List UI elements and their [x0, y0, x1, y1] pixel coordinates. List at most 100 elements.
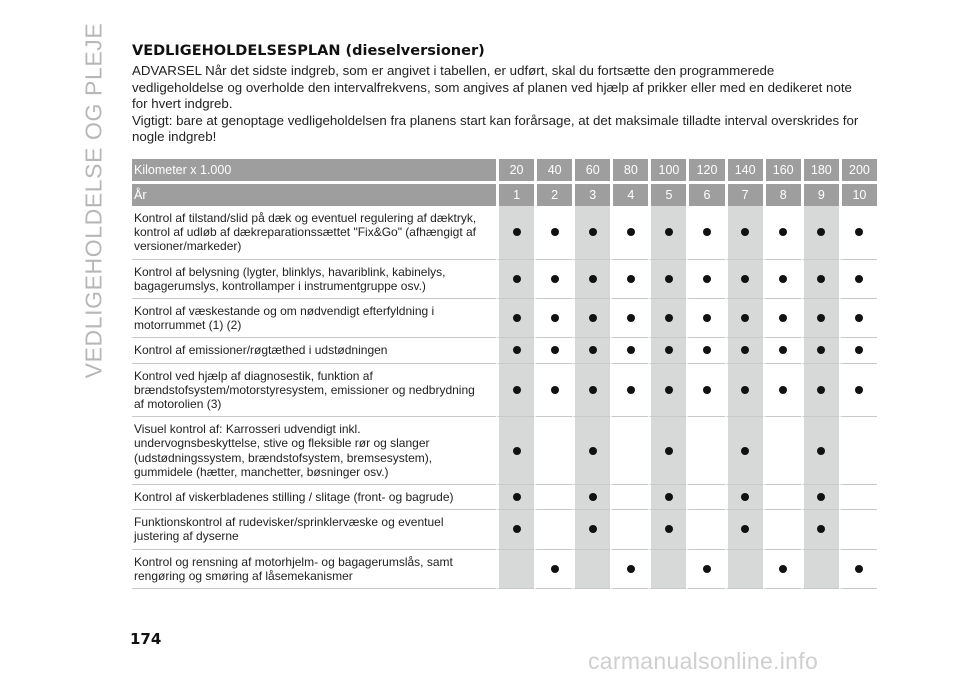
scheduled-dot-icon [664, 346, 673, 355]
scheduled-dot-icon [664, 525, 673, 534]
scheduled-dot-icon [741, 228, 750, 237]
km-header-cell: 200 [838, 159, 877, 184]
scheduled-dot-icon [512, 385, 521, 394]
table-row: Visuel kontrol af: Karrosseri udvendigt … [132, 417, 877, 486]
scheduled-dot-icon [703, 385, 712, 394]
page-heading: VEDLIGEHOLDELSESPLAN (dieselversioner) [132, 43, 485, 59]
km-header-cell: 100 [648, 159, 687, 184]
scheduled-dot-icon [512, 446, 521, 455]
schedule-cell [686, 363, 725, 418]
schedule-cell [800, 299, 839, 339]
schedule-cell [800, 259, 839, 300]
scheduled-dot-icon [512, 228, 521, 237]
scheduled-dot-icon [512, 314, 521, 323]
scheduled-dot-icon [855, 564, 864, 573]
schedule-cell [572, 549, 611, 590]
schedule-cell [496, 338, 535, 364]
schedule-cell [610, 485, 649, 511]
schedule-cell [724, 510, 763, 550]
table-row: Kontrol og rensning af motorhjelm- og ba… [132, 549, 877, 590]
year-header-cell: 9 [800, 184, 839, 206]
schedule-cell [838, 510, 877, 550]
scheduled-dot-icon [855, 346, 864, 355]
schedule-cell [572, 259, 611, 300]
scheduled-dot-icon [779, 274, 788, 283]
schedule-cell [724, 485, 763, 511]
schedule-cell [610, 338, 649, 364]
schedule-cell [572, 338, 611, 364]
scheduled-dot-icon [664, 493, 673, 502]
watermark-text: carmanualsonline.info [588, 648, 819, 674]
schedule-cell [610, 299, 649, 339]
schedule-cell [838, 549, 877, 590]
scheduled-dot-icon [550, 228, 559, 237]
km-header-cell: 20 [496, 159, 535, 184]
scheduled-dot-icon [703, 564, 712, 573]
year-header-cell: 3 [572, 184, 611, 206]
scheduled-dot-icon [550, 346, 559, 355]
schedule-cell [838, 299, 877, 339]
row-label: Kontrol ved hjælp af diagnosestik, funkt… [132, 364, 497, 418]
schedule-cell [838, 417, 877, 486]
scheduled-dot-icon [550, 564, 559, 573]
row-label: Kontrol af væskestande og om nødvendigt … [132, 299, 497, 339]
schedule-cell [838, 485, 877, 511]
schedule-cell [724, 338, 763, 364]
scheduled-dot-icon [664, 446, 673, 455]
year-header-row: År 1 2 3 4 5 6 7 8 9 10 [132, 184, 877, 206]
schedule-cell [724, 206, 763, 260]
table-row: Kontrol af tilstand/slid på dæk og event… [132, 206, 877, 260]
schedule-cell [496, 417, 535, 486]
schedule-cell [838, 206, 877, 260]
schedule-cell [648, 417, 687, 486]
maintenance-schedule-table: Kilometer x 1.000 20 40 60 80 100 120 14… [132, 159, 877, 590]
year-header-cell: 8 [762, 184, 801, 206]
km-header-cell: 40 [534, 159, 573, 184]
year-header-label: År [132, 184, 497, 206]
schedule-cell [762, 510, 801, 550]
year-header-cell: 1 [496, 184, 535, 206]
scheduled-dot-icon [779, 228, 788, 237]
scheduled-dot-icon [741, 446, 750, 455]
schedule-cell [686, 338, 725, 364]
km-header-cell: 160 [762, 159, 801, 184]
scheduled-dot-icon [855, 314, 864, 323]
intro-important: Vigtigt: bare at genoptage vedligeholdel… [132, 112, 859, 145]
schedule-cell [686, 206, 725, 260]
schedule-cell [686, 510, 725, 550]
schedule-cell [838, 259, 877, 300]
scheduled-dot-icon [741, 493, 750, 502]
schedule-cell [534, 510, 573, 550]
table-row: Kontrol af viskerbladenes stilling / sli… [132, 485, 877, 511]
schedule-cell [534, 338, 573, 364]
schedule-cell [648, 363, 687, 418]
scheduled-dot-icon [626, 564, 635, 573]
schedule-cell [648, 206, 687, 260]
scheduled-dot-icon [550, 274, 559, 283]
section-side-title: VEDLIGEHOLDELSE OG PLEJE [80, 22, 108, 378]
row-label: Kontrol og rensning af motorhjelm- og ba… [132, 550, 497, 590]
schedule-cell [496, 510, 535, 550]
scheduled-dot-icon [550, 385, 559, 394]
table-row: Kontrol af emissioner/røgtæthed i udstød… [132, 338, 877, 364]
km-header-cell: 60 [572, 159, 611, 184]
schedule-cell [724, 299, 763, 339]
scheduled-dot-icon [626, 346, 635, 355]
section-side-title-text: VEDLIGEHOLDELSE OG PLEJE [80, 22, 107, 378]
schedule-cell [724, 417, 763, 486]
scheduled-dot-icon [703, 314, 712, 323]
row-label: Kontrol af emissioner/røgtæthed i udstød… [132, 338, 497, 364]
scheduled-dot-icon [664, 274, 673, 283]
schedule-cell [610, 259, 649, 300]
schedule-cell [496, 549, 535, 590]
km-header-label: Kilometer x 1.000 [132, 159, 497, 184]
schedule-cell [534, 299, 573, 339]
scheduled-dot-icon [855, 274, 864, 283]
row-label: Kontrol af viskerbladenes stilling / sli… [132, 485, 497, 511]
schedule-cell [686, 549, 725, 590]
scheduled-dot-icon [741, 314, 750, 323]
schedule-cell [762, 363, 801, 418]
scheduled-dot-icon [817, 525, 826, 534]
scheduled-dot-icon [664, 314, 673, 323]
scheduled-dot-icon [855, 385, 864, 394]
